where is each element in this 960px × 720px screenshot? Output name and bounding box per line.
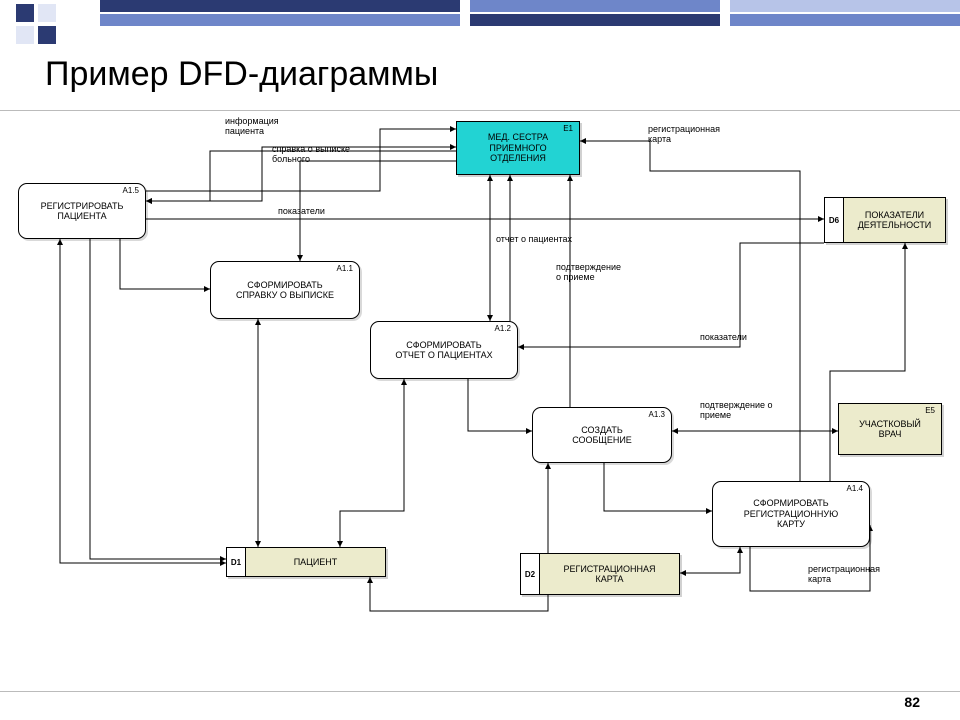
node-label: МЕД. СЕСТРА ПРИЕМНОГО ОТДЕЛЕНИЯ	[457, 132, 579, 163]
datastore-d6: D6ПОКАЗАТЕЛИ ДЕЯТЕЛЬНОСТИ	[824, 197, 946, 243]
decor-square	[470, 14, 720, 26]
node-id: A1.2	[495, 324, 511, 333]
slide-decor	[0, 0, 960, 38]
node-label: ПОКАЗАТЕЛИ ДЕЯТЕЛЬНОСТИ	[844, 210, 945, 231]
node-id: A1.3	[649, 410, 665, 419]
external-e5: E5 УЧАСТКОВЫЙ ВРАЧ	[838, 403, 942, 455]
dfd-diagram: A1.5 РЕГИСТРИРОВАТЬ ПАЦИЕНТА A1.1 СФОРМИРОВ…	[0, 110, 960, 692]
node-label: СФОРМИРОВАТЬ СПРАВКУ О ВЫПИСКЕ	[211, 280, 359, 301]
decor-square	[38, 26, 56, 44]
node-label: СФОРМИРОВАТЬ ОТЧЕТ О ПАЦИЕНТАХ	[371, 340, 517, 361]
node-id: E1	[563, 124, 573, 133]
decor-square	[16, 4, 34, 22]
process-a15: A1.5 РЕГИСТРИРОВАТЬ ПАЦИЕНТА	[18, 183, 146, 239]
edge-a12_pokaz	[518, 243, 824, 347]
process-a13: A1.3 СОЗДАТЬ СООБЩЕНИЕ	[532, 407, 672, 463]
edge-a15_d1a	[60, 239, 226, 563]
edge-a14_d2	[680, 547, 740, 573]
edge-label: отчет о пациентах	[496, 235, 572, 245]
edge-label: показатели	[278, 207, 325, 217]
node-label: РЕГИСТРАЦИОННАЯ КАРТА	[540, 564, 679, 585]
decor-square	[470, 0, 720, 12]
edge-label: справка о выписке больного	[272, 145, 350, 165]
node-id: E5	[925, 406, 935, 415]
node-id: A1.1	[337, 264, 353, 273]
decor-square	[730, 0, 960, 12]
edge-a13_a14	[604, 463, 712, 511]
decor-square	[730, 14, 960, 26]
edge-a12_d1	[340, 379, 404, 547]
process-a12: A1.2 СФОРМИРОВАТЬ ОТЧЕТ О ПАЦИЕНТАХ	[370, 321, 518, 379]
node-label: СОЗДАТЬ СООБЩЕНИЕ	[533, 425, 671, 446]
edge-label: показатели	[700, 333, 747, 343]
edge-label: подтверждение о приеме	[556, 263, 621, 283]
edge-a12_a13	[468, 379, 532, 431]
process-a14: A1.4 СФОРМИРОВАТЬ РЕГИСТРАЦИОННУЮ КАРТУ	[712, 481, 870, 547]
edge-label: регистрационная карта	[648, 125, 720, 145]
node-label: СФОРМИРОВАТЬ РЕГИСТРАЦИОННУЮ КАРТУ	[713, 498, 869, 529]
edge-a15_d1b	[90, 239, 226, 559]
datastore-id: D1	[226, 548, 246, 576]
page-title: Пример DFD-диаграммы	[45, 55, 438, 94]
decor-square	[16, 26, 34, 44]
edge-a15_a11	[120, 239, 210, 289]
page-number: 82	[904, 694, 920, 710]
datastore-d1: D1ПАЦИЕНТ	[226, 547, 386, 577]
node-label: УЧАСТКОВЫЙ ВРАЧ	[839, 419, 941, 440]
node-label: ПАЦИЕНТ	[246, 557, 385, 567]
edge-label: информация пациента	[225, 117, 279, 137]
decor-square	[100, 0, 460, 12]
process-a11: A1.1 СФОРМИРОВАТЬ СПРАВКУ О ВЫПИСКЕ	[210, 261, 360, 319]
datastore-d2: D2РЕГИСТРАЦИОННАЯ КАРТА	[520, 553, 680, 595]
decor-square	[38, 4, 56, 22]
edge-label: подтверждение о приеме	[700, 401, 773, 421]
edge-label: регистрационная карта	[808, 565, 880, 585]
node-id: A1.5	[123, 186, 139, 195]
decor-square	[100, 14, 460, 26]
datastore-id: D6	[824, 198, 844, 242]
external-e1: E1МЕД. СЕСТРА ПРИЕМНОГО ОТДЕЛЕНИЯ	[456, 121, 580, 175]
node-id: A1.4	[847, 484, 863, 493]
node-label: РЕГИСТРИРОВАТЬ ПАЦИЕНТА	[19, 201, 145, 222]
datastore-id: D2	[520, 554, 540, 594]
